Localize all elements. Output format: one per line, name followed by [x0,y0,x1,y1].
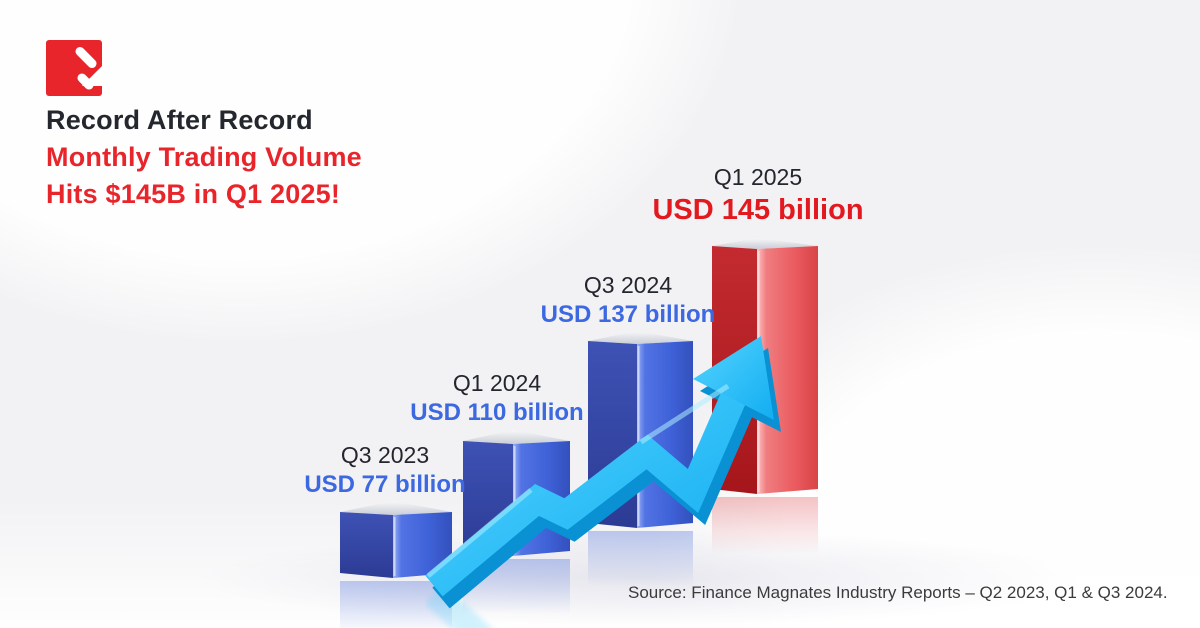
logo-slash-bottom [77,73,94,90]
bar-reflection [588,531,693,586]
label-q3-2024: Q3 2024 USD 137 billion [496,270,760,330]
value-label: USD 145 billion [652,194,864,226]
headline-subtitle-line2: Hits $145B in Q1 2025! [46,179,341,209]
label-q1-2025: Q1 2025 USD 145 billion [626,162,890,228]
label-q1-2024: Q1 2024 USD 110 billion [365,368,629,428]
category-label: Q1 2025 [713,164,803,190]
value-label: USD 137 billion [540,301,716,328]
growth-trend-arrow [424,336,781,628]
category-label: Q1 2024 [452,370,542,396]
value-label: USD 110 billion [410,399,584,426]
headline-title: Record After Record [46,105,313,135]
arrow-shaft [425,386,749,597]
category-label: Q3 2024 [583,272,673,298]
finance-magnates-logo [46,40,102,96]
source-attribution: Source: Finance Magnates Industry Report… [628,583,1168,602]
label-q3-2023: Q3 2023 USD 77 billion [253,440,517,500]
bar-reflection [712,497,818,555]
headline-subtitle-line1: Monthly Trading Volume [46,142,362,172]
arrow-reflection [424,584,492,628]
value-label: USD 77 billion [304,471,466,498]
headline-block: Record After Record Monthly Trading Volu… [46,102,362,213]
arrow-head [693,336,774,420]
category-label: Q3 2023 [340,442,430,468]
logo-slash-top [75,46,97,69]
